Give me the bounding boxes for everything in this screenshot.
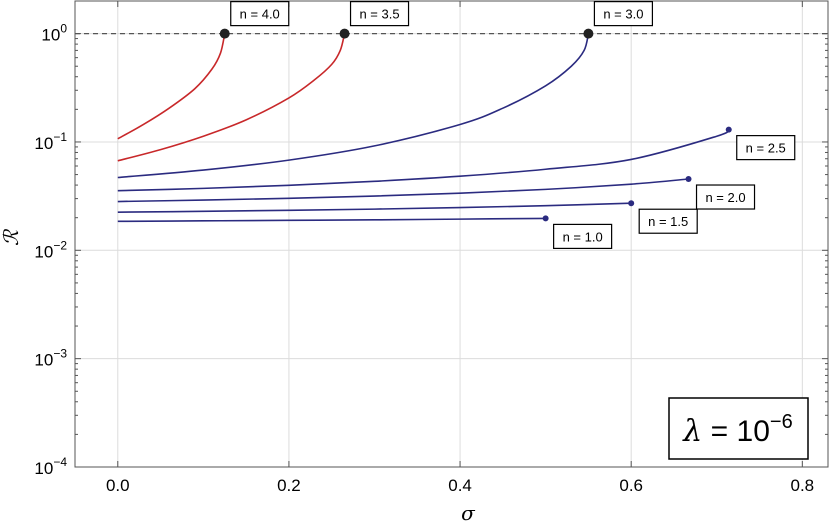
series-label-box bbox=[736, 135, 796, 161]
y-tick-exponent: −2 bbox=[53, 238, 67, 252]
series-line bbox=[117, 202, 632, 213]
x-tick-label: 0.6 bbox=[619, 476, 643, 495]
series-end-point bbox=[542, 215, 549, 222]
series-label-box bbox=[593, 1, 654, 27]
x-tick-label: 0.4 bbox=[448, 476, 472, 495]
x-ticks: 0.0 0.2 0.4 0.6 0.8 bbox=[106, 476, 814, 495]
series-end-point bbox=[685, 176, 692, 183]
y-tick-exponent: −3 bbox=[53, 347, 67, 361]
series-label-box bbox=[553, 223, 613, 250]
series-label-text: n = 1.0 bbox=[563, 229, 603, 244]
annotation-text: λ = 10−6 bbox=[682, 411, 792, 449]
y-tick-label: 10−1 bbox=[34, 130, 67, 153]
y-tick-label: 100 bbox=[41, 22, 67, 45]
series-label-box bbox=[349, 1, 410, 27]
series-labels: n = 1.0 n = 1.5 n = 2.0 n = 2.5 n = 3.0 n = 3… bbox=[230, 1, 796, 250]
series-label-text: n = 2.0 bbox=[705, 190, 745, 205]
plot-border bbox=[74, 0, 829, 468]
annotation-frame bbox=[668, 397, 809, 460]
series-group bbox=[117, 28, 732, 223]
y-axis-title: ℛ bbox=[0, 228, 23, 246]
series-line bbox=[117, 178, 689, 203]
annotation-base: 10 bbox=[737, 415, 770, 448]
series-end-point bbox=[628, 200, 635, 207]
x-tick-label: 0.8 bbox=[791, 476, 815, 495]
series-end-point bbox=[219, 28, 230, 39]
y-tick-label: 10−2 bbox=[34, 238, 67, 261]
y-tick-label: 10−4 bbox=[34, 455, 67, 478]
annotation-lambda: λ bbox=[682, 414, 702, 449]
plot-frame bbox=[74, 0, 829, 468]
series-label-box bbox=[638, 208, 698, 234]
series-line bbox=[117, 217, 546, 223]
y-tick-exponent: 0 bbox=[60, 22, 67, 36]
series-label: n = 3.0 bbox=[593, 1, 654, 27]
x-tick-label: 0.0 bbox=[106, 476, 130, 495]
y-tick-label: 10−3 bbox=[34, 347, 67, 370]
series-label-text: n = 1.5 bbox=[648, 214, 688, 229]
series-label: n = 2.0 bbox=[695, 184, 756, 210]
series-label-box bbox=[230, 1, 290, 27]
y-tick-exponent: −1 bbox=[53, 130, 67, 144]
grid-lines bbox=[75, 1, 828, 468]
series-end-point bbox=[339, 28, 350, 39]
y-tick-base: 10 bbox=[34, 242, 53, 261]
series-line bbox=[117, 33, 346, 162]
y-tick-exponent: −4 bbox=[53, 455, 67, 469]
series-line bbox=[117, 33, 590, 179]
series-line bbox=[117, 33, 226, 140]
series-label: n = 3.5 bbox=[349, 1, 410, 27]
series-label: n = 1.0 bbox=[553, 223, 613, 250]
series-label-text: n = 2.5 bbox=[746, 141, 786, 156]
x-axis-title: σ bbox=[461, 501, 476, 525]
annotation-exponent: −6 bbox=[770, 411, 793, 433]
x-tick-label: 0.2 bbox=[277, 476, 301, 495]
lambda-annotation-box: λ = 10−6 bbox=[668, 397, 809, 460]
series-label: n = 1.5 bbox=[638, 208, 698, 234]
series-label-text: n = 3.5 bbox=[359, 7, 399, 22]
series-label: n = 2.5 bbox=[736, 135, 796, 161]
y-tick-base: 10 bbox=[41, 26, 60, 45]
series-label: n = 4.0 bbox=[230, 1, 290, 27]
series-end-point bbox=[725, 126, 732, 133]
series-label-text: n = 3.0 bbox=[603, 7, 643, 22]
y-tick-base: 10 bbox=[34, 134, 53, 153]
y-tick-base: 10 bbox=[34, 459, 53, 478]
annotation-equals: = bbox=[702, 415, 736, 448]
series-label-text: n = 4.0 bbox=[240, 7, 280, 22]
series-label-box bbox=[695, 184, 756, 210]
series-end-point bbox=[583, 28, 594, 39]
series-line bbox=[117, 128, 730, 192]
y-tick-base: 10 bbox=[34, 351, 53, 370]
